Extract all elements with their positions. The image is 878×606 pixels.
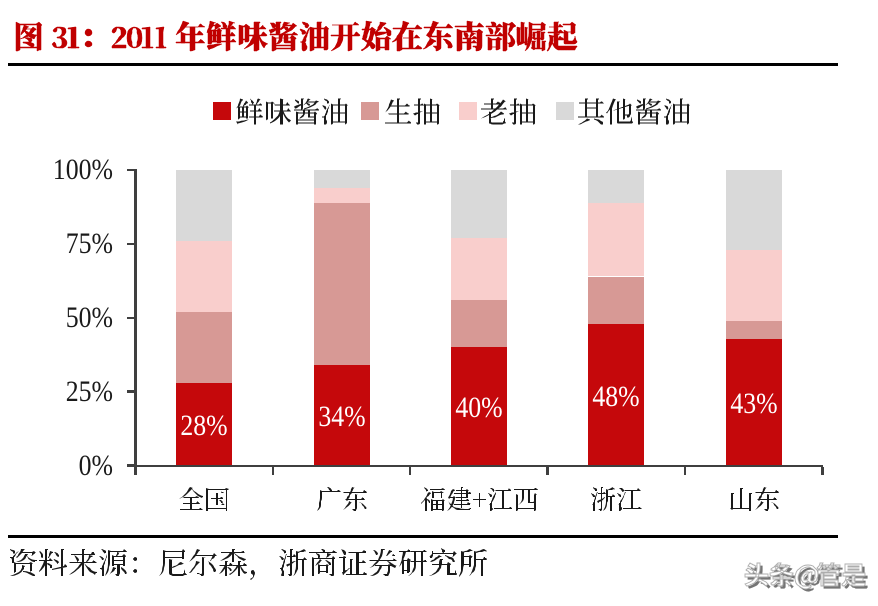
cat1-text-svg xyxy=(316,486,367,511)
bar-segment xyxy=(725,338,782,466)
bar-segment xyxy=(450,238,507,301)
cat3-text-svg xyxy=(591,486,643,511)
bar-segment xyxy=(176,170,233,242)
leg0-text-svg xyxy=(236,97,348,124)
y-axis-tick xyxy=(127,390,135,393)
bar-segment xyxy=(725,170,782,250)
watermark-text: 头条@管是 xyxy=(0,0,1,1)
legend-swatch xyxy=(213,102,232,120)
title-text-svg xyxy=(15,20,578,52)
x-axis-category-label: 广东 xyxy=(0,0,1,1)
y-axis-label: 25% xyxy=(65,374,113,408)
y-axis-tick xyxy=(127,316,135,320)
title-rule xyxy=(8,63,838,66)
x-axis-tick xyxy=(408,466,412,476)
legend-swatch xyxy=(555,102,574,120)
bar-segment xyxy=(588,276,645,324)
source-text-svg xyxy=(10,548,487,580)
x-axis-category-label: 福建+江西 xyxy=(0,0,1,1)
legend-item-label: 老抽 xyxy=(0,0,1,1)
x-axis-category-label: 山东 xyxy=(0,0,1,1)
bar-data-label: 28% xyxy=(180,409,228,443)
cat0-text-svg xyxy=(179,486,230,511)
legend-item-label: 生抽 xyxy=(0,0,1,1)
bar-segment xyxy=(313,202,370,366)
bar-segment xyxy=(588,202,645,277)
bar-segment xyxy=(450,347,507,466)
bar-segment xyxy=(313,187,370,203)
bar-segment xyxy=(588,170,645,203)
cat4-text-svg xyxy=(729,486,779,511)
x-axis-category-label: 全国 xyxy=(0,0,1,1)
legend-item-label: 鲜味酱油 xyxy=(0,0,1,1)
figure-title-text: 图 31：2011 年鲜味酱油开始在东南部崛起 xyxy=(0,0,1,1)
bar-segment xyxy=(450,300,507,348)
bar-segment xyxy=(588,323,645,466)
cat2-text-svg xyxy=(420,486,538,511)
bar-segment xyxy=(725,320,782,339)
y-axis-label: 75% xyxy=(65,227,113,261)
x-axis-tick xyxy=(683,466,687,476)
y-axis-line xyxy=(134,168,137,468)
x-axis-tick xyxy=(546,466,549,476)
bar-data-label: 40% xyxy=(455,391,503,425)
leg2-text-svg xyxy=(481,97,536,124)
bar-data-label: 43% xyxy=(729,387,778,420)
bar-segment xyxy=(313,170,370,188)
legend-item-label: 其他酱油 xyxy=(0,0,1,1)
y-axis-tick xyxy=(127,242,135,246)
x-axis-tick xyxy=(271,466,275,476)
x-axis-tick xyxy=(134,466,137,476)
x-axis-tick xyxy=(821,466,824,476)
y-axis-tick xyxy=(127,464,135,467)
x-axis-category-label: 浙江 xyxy=(0,0,1,1)
leg3-text-svg xyxy=(577,97,690,124)
y-axis-label: 0% xyxy=(78,448,113,482)
bar-segment xyxy=(450,170,507,239)
watermark-text-svg xyxy=(744,562,868,592)
source-note-text: 资料来源：尼尔森，浙商证券研究所 xyxy=(0,0,1,1)
y-axis-tick xyxy=(127,168,135,172)
bar-segment xyxy=(176,241,233,312)
x-axis-line xyxy=(134,464,824,468)
bar-segment xyxy=(725,249,782,321)
legend-swatch xyxy=(361,102,379,120)
bar-data-label: 34% xyxy=(317,400,366,434)
bar-data-label: 48% xyxy=(592,379,640,413)
y-axis-label: 50% xyxy=(65,300,113,334)
y-axis-label: 100% xyxy=(52,153,113,187)
bar-segment xyxy=(176,311,233,383)
legend-swatch xyxy=(458,102,477,120)
bottom-rule xyxy=(8,534,838,538)
leg1-text-svg xyxy=(384,97,440,124)
bar-segment xyxy=(313,365,370,466)
bar-segment xyxy=(176,382,233,466)
